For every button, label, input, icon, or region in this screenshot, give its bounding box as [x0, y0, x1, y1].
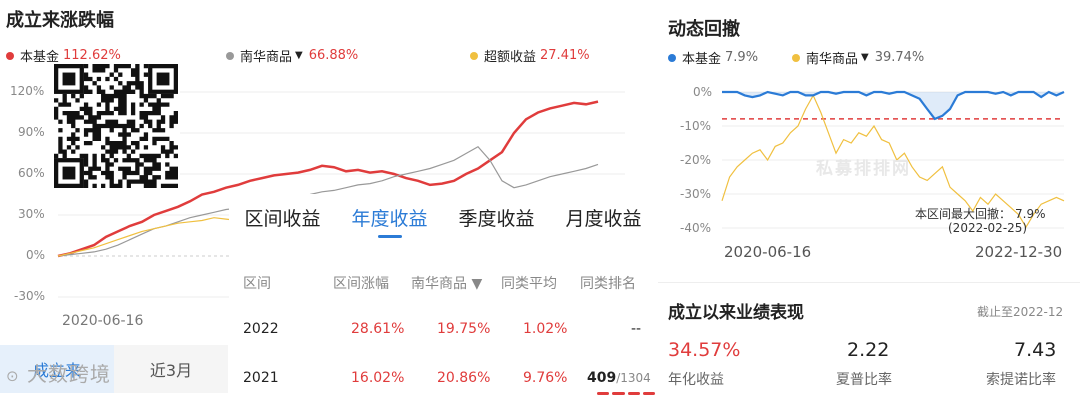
- cell-rank: 409/1304: [587, 370, 651, 386]
- legend-index-dd-label: 南华商品: [806, 52, 859, 67]
- legend-fund[interactable]: 本基金 112.62%: [6, 46, 121, 65]
- legend-fund-label: 本基金: [20, 50, 60, 65]
- legend-index-dd-value: 39.74%: [874, 50, 925, 65]
- qr-finder-inner: [62, 72, 76, 86]
- quartile-segment: [612, 392, 625, 395]
- qr-finder-inner: [156, 72, 170, 86]
- cell-avg: 9.76%: [523, 370, 568, 386]
- legend-index-dot: [226, 51, 234, 60]
- sortino-ratio-label: 索提诺比率: [986, 372, 1056, 388]
- cell-index: 20.86%: [437, 370, 491, 386]
- chevron-down-icon[interactable]: ▼: [295, 50, 303, 61]
- cell-change: 28.61%: [351, 321, 405, 337]
- tab-since-inception[interactable]: 成立来: [0, 345, 114, 393]
- legend-excess-dot: [470, 51, 478, 60]
- col-period: 区间: [243, 276, 271, 292]
- series-line-index: [57, 145, 599, 257]
- y-tick-label: -40%: [680, 221, 712, 235]
- series-line-fund: [57, 100, 599, 258]
- divider: [658, 282, 1080, 283]
- left-chart-title: 成立来涨跌幅: [6, 10, 114, 31]
- col-peer-rank: 同类排名: [580, 276, 636, 292]
- y-tick-label: 0%: [693, 85, 713, 99]
- qr-code: [52, 64, 180, 188]
- series-line-fund: [722, 90, 1065, 121]
- qr-finder-inner: [62, 166, 76, 180]
- quartile-segment: [627, 392, 640, 395]
- x-tick-label: 2022-12-30: [975, 243, 1063, 261]
- series-line-index: [721, 94, 1065, 229]
- col-peer-avg: 同类平均: [501, 276, 557, 292]
- cell-rank: --: [631, 321, 642, 337]
- qr-modules: [54, 64, 178, 188]
- sharpe-ratio-value: 2.22: [847, 339, 890, 361]
- range-tabs: 成立来 近3月: [0, 345, 228, 393]
- tab-monthly-return[interactable]: 月度收益: [565, 208, 642, 230]
- y-tick-label: 0%: [26, 248, 46, 262]
- tab-quarterly-return[interactable]: 季度收益: [458, 208, 535, 230]
- legend-fund-dot: [6, 51, 14, 60]
- rank-total: /1304: [616, 371, 651, 385]
- col-change: 区间涨幅: [333, 276, 389, 292]
- tab-interval-return[interactable]: 区间收益: [244, 208, 321, 230]
- sortino-ratio-value: 7.43: [1014, 339, 1057, 361]
- cell-year: 2021: [243, 370, 279, 386]
- legend-fund-dd-label: 本基金: [682, 52, 722, 67]
- annotation-label: 本区间最大回撤：: [915, 207, 1012, 221]
- legend-index-dd[interactable]: 南华商品 ▼ 39.74%: [792, 48, 924, 67]
- y-tick-label: -30%: [14, 289, 46, 303]
- quartile-segment: [597, 392, 610, 395]
- watermark: ⊙ 大数跨境: [6, 358, 111, 387]
- y-tick-label: -20%: [680, 153, 712, 167]
- cell-year: 2022: [243, 321, 279, 337]
- y-tick-label: 120%: [10, 84, 45, 98]
- max-drawdown-annotation: 本区间最大回撤： 7.9%: [915, 205, 1046, 222]
- cell-index: 19.75%: [437, 321, 491, 337]
- rank-value: 409: [587, 370, 617, 386]
- legend-excess[interactable]: 超额收益 27.41%: [470, 46, 590, 65]
- legend-index-label: 南华商品: [240, 50, 293, 65]
- performance-title: 成立以来业绩表现: [668, 303, 804, 323]
- returns-panel: 区间收益 年度收益 季度收益 月度收益 区间 区间涨幅 南华商品 ▼ 同类平均 …: [229, 194, 657, 401]
- rank-quartile-bar: [597, 392, 655, 395]
- drawdown-watermark: 私募排排网: [816, 159, 911, 179]
- returns-tabs: 区间收益 年度收益 季度收益 月度收益: [229, 194, 657, 240]
- x-tick-label: 2020-06-16: [62, 313, 144, 329]
- cell-change: 16.02%: [351, 370, 405, 386]
- max-drawdown-date: (2022-02-25): [948, 221, 1028, 235]
- legend-index[interactable]: 南华商品 ▼ 66.88%: [226, 46, 358, 65]
- tab-3-months[interactable]: 近3月: [149, 361, 193, 380]
- drawdown-title: 动态回撤: [668, 19, 740, 40]
- y-tick-label: 30%: [18, 207, 45, 221]
- legend-fund-value: 112.62%: [63, 48, 121, 63]
- cell-avg: 1.02%: [523, 321, 568, 337]
- chevron-down-icon[interactable]: ▼: [861, 52, 869, 63]
- watermark-text: 大数跨境: [26, 362, 111, 386]
- as-of-date: 截止至2022-12: [977, 305, 1064, 319]
- annualized-return-value: 34.57%: [668, 339, 741, 361]
- legend-excess-value: 27.41%: [540, 48, 590, 63]
- y-tick-label: 90%: [18, 125, 45, 139]
- legend-excess-label: 超额收益: [484, 50, 537, 65]
- watermark-icon: ⊙: [6, 367, 20, 385]
- quartile-segment: [642, 392, 655, 395]
- sharpe-ratio-label: 夏普比率: [836, 372, 892, 388]
- legend-index-dd-dot: [792, 53, 800, 62]
- annualized-return-label: 年化收益: [668, 372, 724, 388]
- legend-fund-dd-dot: [668, 53, 676, 62]
- y-tick-label: 60%: [18, 166, 45, 180]
- y-tick-label: -10%: [680, 119, 712, 133]
- legend-fund-dd-value: 7.9%: [725, 50, 759, 65]
- tab-yearly-return[interactable]: 年度收益: [336, 194, 443, 240]
- col-index[interactable]: 南华商品 ▼: [411, 276, 483, 292]
- legend-fund-dd[interactable]: 本基金 7.9%: [668, 48, 758, 67]
- y-tick-label: -30%: [680, 187, 712, 201]
- fund-drawdown-area: [722, 92, 1064, 119]
- annotation-value: 7.9%: [1015, 207, 1046, 221]
- legend-index-value: 66.88%: [308, 48, 359, 63]
- x-tick-label: 2020-06-16: [724, 243, 812, 261]
